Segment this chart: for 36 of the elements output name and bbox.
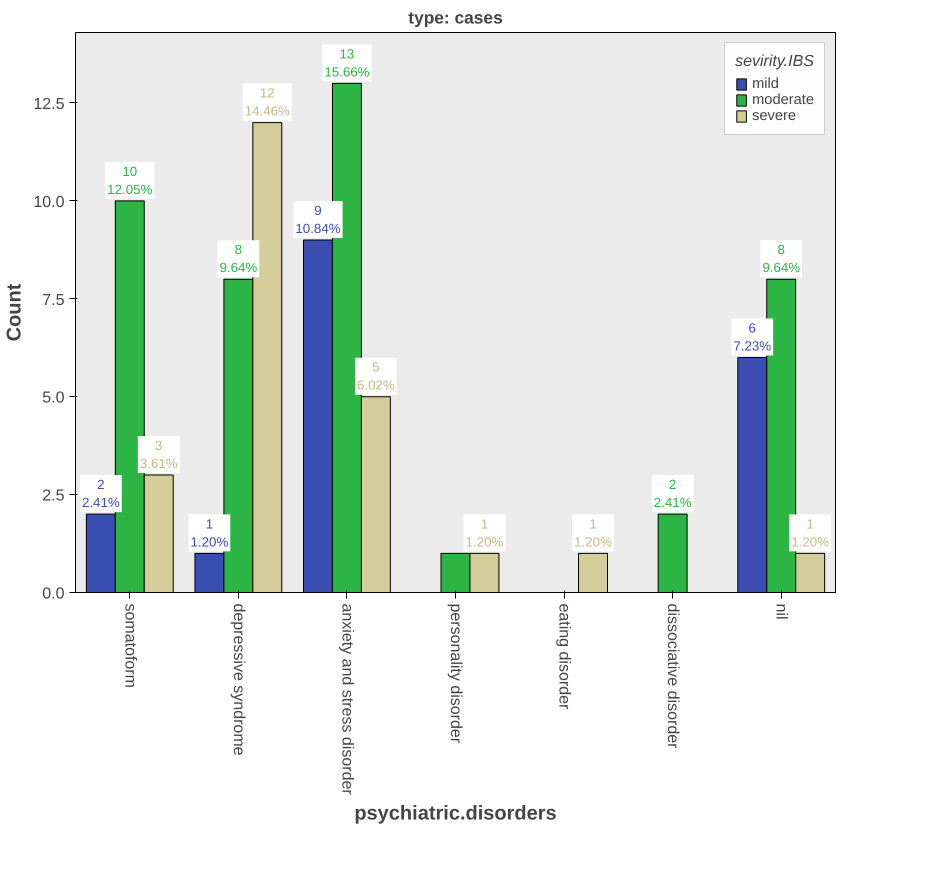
x-tick-label: dissociative disorder (664, 604, 682, 750)
legend-label: mild (752, 76, 779, 92)
bar (578, 552, 608, 592)
y-tick-label: 2.5 (42, 488, 65, 505)
data-label: 1 1.20% (574, 516, 612, 550)
data-label: 12 14.46% (244, 86, 290, 119)
y-tick-label: 0.0 (42, 586, 65, 602)
x-axis-title: psychiatric.disorders (354, 802, 557, 825)
x-tick-label: eating disorder (556, 604, 573, 710)
chart-title: type: cases (408, 8, 503, 28)
y-tick-label: 10.0 (33, 194, 65, 211)
legend-title: sevirity.IBS (735, 53, 814, 71)
data-label: 2 2.41% (82, 477, 120, 510)
x-tick-label: personality disorder (447, 604, 464, 744)
data-label: 1 1.20% (190, 516, 228, 550)
y-tick-label: 7.5 (42, 292, 65, 309)
data-label: 8 9.64% (762, 242, 800, 276)
data-label: 1 1.20% (466, 516, 504, 550)
data-label: 13 15.66% (324, 46, 370, 80)
data-label: 1 1.20% (791, 516, 830, 550)
data-label: 5 6.02% (356, 360, 395, 393)
data-label: 3 3.61% (140, 438, 178, 472)
x-tick-label: nil (772, 604, 790, 620)
data-label: 9 10.84% (295, 203, 341, 236)
data-label: 8 9.64% (219, 242, 258, 276)
x-tick-label: somatoform (121, 604, 138, 688)
y-tick-label: 5.0 (42, 390, 65, 407)
y-tick-label: 12.5 (33, 96, 65, 113)
x-tick-label: depressive syndrome (230, 604, 247, 756)
data-label: 2 2.41% (654, 477, 692, 510)
legend-label: severe (752, 108, 796, 124)
x-tick-label: anxiety and stress disorder (338, 604, 356, 796)
data-label: 10 12.05% (107, 164, 153, 197)
data-label: 6 7.23% (733, 320, 772, 354)
y-axis-title: Count (3, 283, 26, 342)
legend-label: moderate (752, 92, 814, 108)
